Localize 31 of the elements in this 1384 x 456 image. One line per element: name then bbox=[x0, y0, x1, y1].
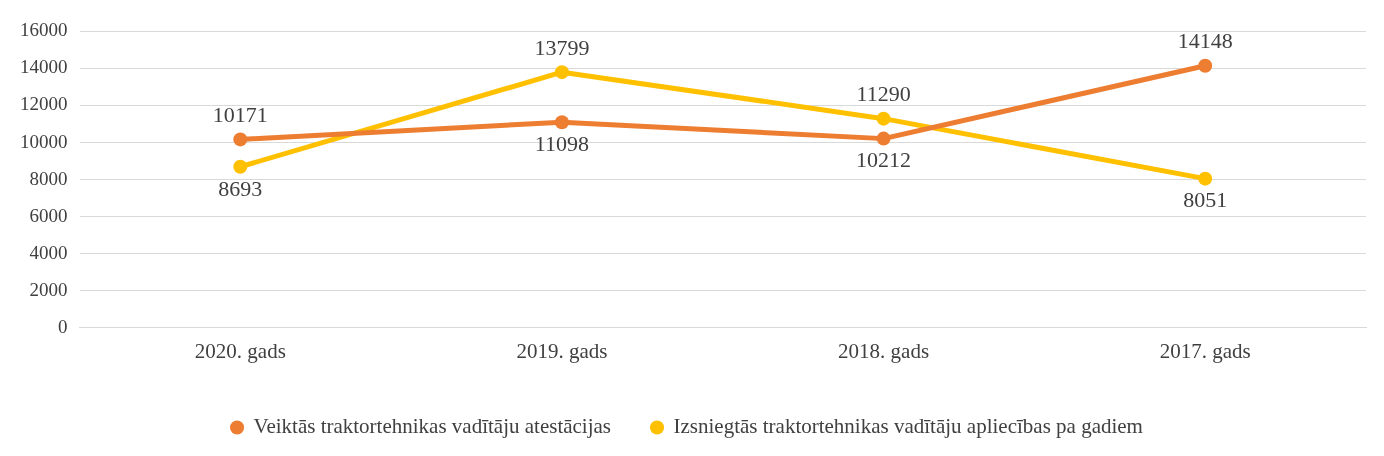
point bbox=[1198, 58, 1213, 73]
data-label: 11290 bbox=[856, 81, 911, 107]
x-tick-label: 2018. gads bbox=[838, 338, 930, 363]
data-label: 11098 bbox=[534, 130, 590, 156]
point bbox=[1198, 171, 1213, 186]
y-tick-label: 14000 bbox=[20, 56, 68, 78]
data-label: 8693 bbox=[218, 175, 263, 201]
y-tick-label: 0 bbox=[58, 315, 68, 337]
y-tick-label: 16000 bbox=[20, 19, 68, 41]
point bbox=[554, 65, 569, 80]
y-tick-label: 4000 bbox=[29, 241, 68, 263]
x-tick-label: 2020. gads bbox=[194, 338, 286, 363]
point bbox=[233, 132, 248, 147]
data-label: 13799 bbox=[534, 34, 590, 60]
y-tick-label: 6000 bbox=[29, 204, 68, 226]
y-tick-label: 12000 bbox=[20, 93, 68, 115]
y-tick-label: 8000 bbox=[29, 167, 68, 189]
point bbox=[554, 115, 569, 130]
legend-label: Izsniegtās traktortehnikas vadītāju apliecības pa gadiem bbox=[673, 414, 1143, 439]
point bbox=[876, 131, 891, 146]
data-label: 8051 bbox=[1183, 187, 1228, 213]
x-tick-label: 2019. gads bbox=[516, 338, 608, 363]
point bbox=[876, 111, 891, 126]
point bbox=[233, 159, 248, 174]
y-tick-label: 2000 bbox=[29, 278, 68, 300]
legend-label: Veiktās traktortehnikas vadītāju atestācijas bbox=[253, 414, 612, 439]
y-tick-label: 10000 bbox=[20, 130, 68, 152]
data-label: 10171 bbox=[212, 102, 268, 128]
data-label: 10212 bbox=[856, 147, 912, 173]
x-tick-label: 2017. gads bbox=[1159, 338, 1251, 363]
data-label: 14148 bbox=[1177, 28, 1233, 54]
